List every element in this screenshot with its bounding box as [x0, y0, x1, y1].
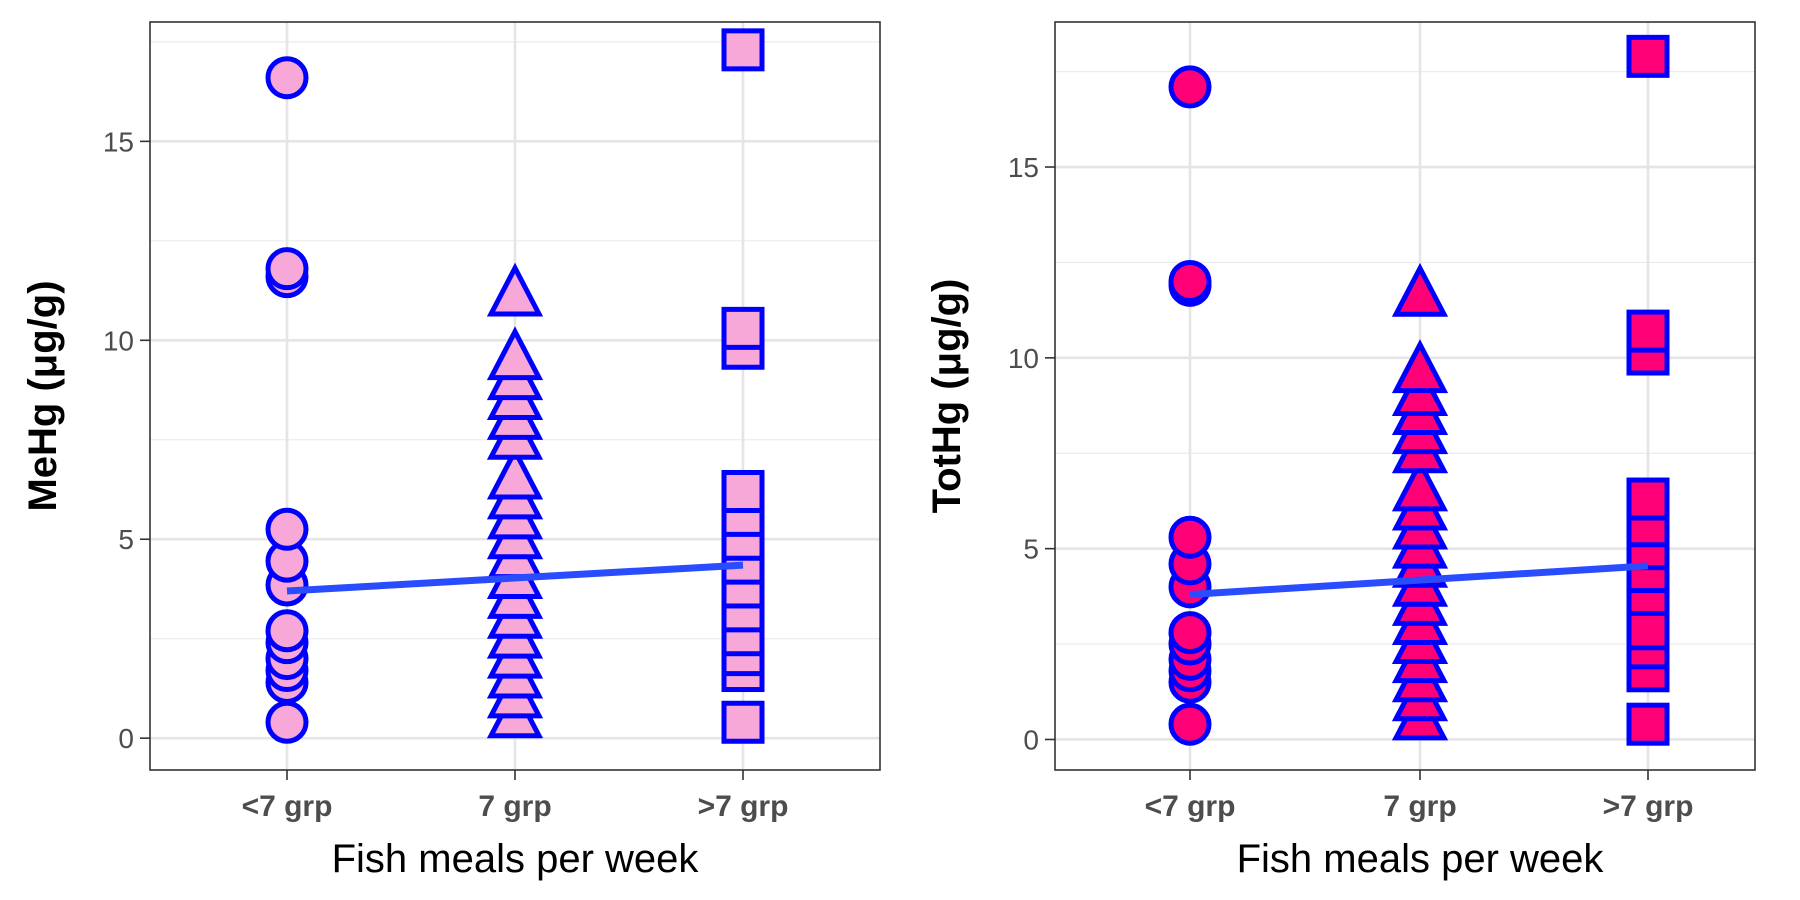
data-point-triangle [1391, 339, 1449, 394]
y-tick-label: 10 [1008, 343, 1039, 374]
data-point-square [1626, 309, 1670, 353]
y-tick-label: 10 [103, 325, 134, 356]
data-point-square [721, 28, 765, 72]
x-tick-label: >7 grp [1603, 790, 1694, 823]
y-tick-label: 5 [1023, 534, 1039, 565]
methylmercury-panel: 0 5 10 15 <7 grp 7 grp >7 grp Fish meals per w… [21, 21, 881, 881]
data-point-circle [1168, 702, 1212, 746]
trend-line-group [286, 561, 744, 595]
data-point-triangle [486, 262, 544, 317]
data-point-square [1626, 477, 1670, 521]
data-point-triangle [1391, 457, 1449, 512]
data-points [1168, 34, 1670, 746]
data-points [265, 28, 765, 744]
x-tick-label: <7 grp [1145, 790, 1236, 823]
x-axis-title: Fish meals per week [332, 837, 700, 881]
x-tick-label: <7 grp [242, 790, 333, 823]
data-point-circle [1168, 515, 1212, 559]
y-axis-title: MeHg (μg/g) [21, 280, 65, 511]
y-tick-label: 0 [118, 723, 134, 754]
data-point-circle [265, 507, 309, 551]
data-point-circle [265, 56, 309, 100]
data-point-square [721, 469, 765, 513]
y-axis-title: TotHg (μg/g) [925, 279, 969, 514]
data-point-circle [265, 609, 309, 653]
axes: 0 5 10 15 <7 grp 7 grp >7 grp [1008, 152, 1694, 823]
x-tick-label: 7 grp [478, 790, 551, 823]
data-point-square [721, 700, 765, 744]
data-point-circle [1168, 65, 1212, 109]
data-point-square [1626, 34, 1670, 78]
y-tick-label: 0 [1023, 724, 1039, 755]
y-tick-label: 5 [118, 524, 134, 555]
data-point-square [721, 306, 765, 350]
y-tick-label: 15 [1008, 152, 1039, 183]
x-tick-label: >7 grp [698, 790, 789, 823]
data-point-triangle [1391, 262, 1449, 317]
trend-line [1189, 562, 1649, 598]
total-mercury-panel: 0 5 10 15 <7 grp 7 grp >7 grp Fish meals per w… [925, 21, 1756, 881]
x-axis-title: Fish meals per week [1237, 837, 1605, 881]
axes: 0 5 10 15 <7 grp 7 grp >7 grp [103, 126, 789, 823]
data-point-triangle [486, 445, 544, 500]
data-point-circle [1168, 260, 1212, 304]
data-point-triangle [486, 326, 544, 381]
data-point-circle [265, 247, 309, 291]
trend-line-group [1189, 562, 1649, 598]
data-point-circle [265, 700, 309, 744]
plot-border [1054, 21, 1756, 771]
x-tick-label: 7 grp [1383, 790, 1456, 823]
trend-line [286, 561, 744, 595]
data-point-circle [1168, 611, 1212, 655]
y-tick-label: 15 [103, 126, 134, 157]
data-point-square [1626, 702, 1670, 746]
